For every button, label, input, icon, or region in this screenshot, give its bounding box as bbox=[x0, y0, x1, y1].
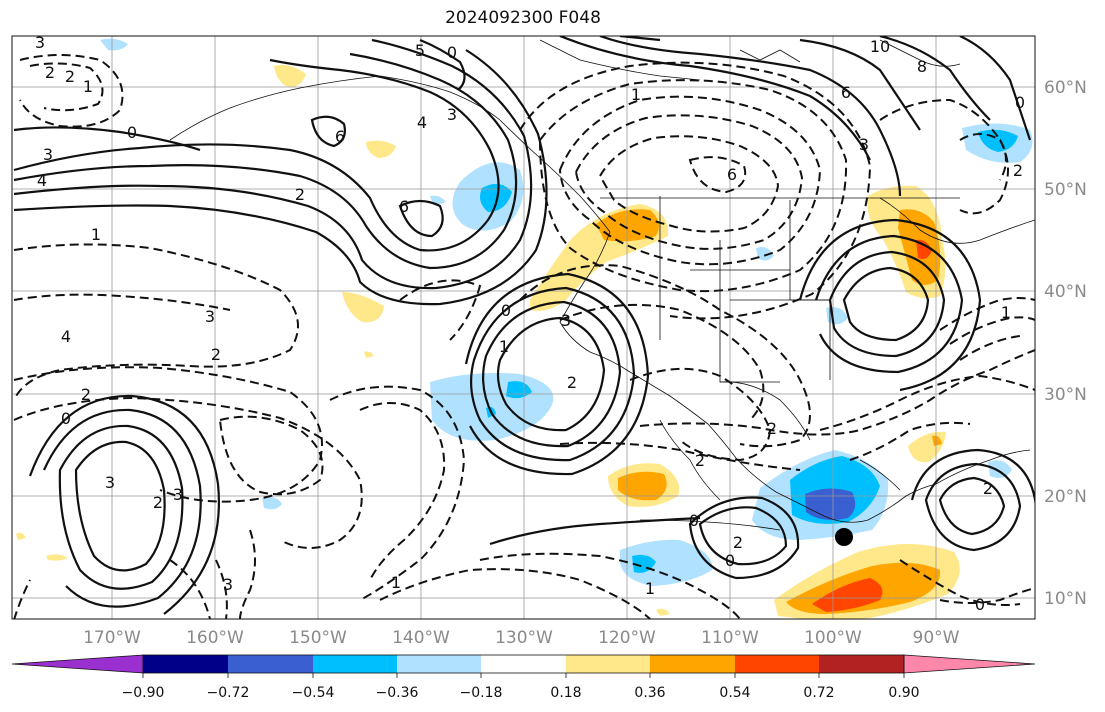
contour-label: 0 bbox=[61, 409, 71, 428]
contour-label: 0 bbox=[689, 511, 699, 530]
colorbar-bin bbox=[735, 655, 819, 673]
colorbar-extend-high bbox=[903, 654, 1036, 674]
contour-label: 1 bbox=[83, 77, 93, 96]
lon-label: 170°W bbox=[83, 628, 141, 648]
lon-label: 130°W bbox=[495, 628, 553, 648]
contour-label: 2 bbox=[983, 479, 993, 498]
colorbar-tick: 0.54 bbox=[719, 685, 750, 701]
lat-label: 20°N bbox=[1044, 487, 1087, 507]
contour-label: 1 bbox=[91, 225, 101, 244]
colorbar-tick: 0.90 bbox=[888, 685, 919, 701]
contour-label: 0 bbox=[725, 551, 735, 570]
contour-label: 3 bbox=[561, 311, 571, 330]
contour-label: 2 bbox=[45, 63, 55, 82]
contour-label: 3 bbox=[859, 135, 869, 154]
contour-label: 2 bbox=[295, 185, 305, 204]
dashed-contours bbox=[13, 54, 1035, 619]
contour-label: 2 bbox=[695, 451, 705, 470]
contour-label: 2 bbox=[211, 345, 221, 364]
lat-label: 60°N bbox=[1044, 78, 1087, 98]
contour-label: 1 bbox=[391, 573, 401, 592]
colorbar-bin bbox=[819, 655, 904, 673]
solid-contours bbox=[13, 36, 1035, 615]
contour-label: 2 bbox=[153, 493, 163, 512]
contour-label: 1 bbox=[645, 579, 655, 598]
lon-label: 90°W bbox=[913, 628, 960, 648]
lon-label: 160°W bbox=[186, 628, 244, 648]
contour-label: 10 bbox=[870, 37, 890, 56]
lon-label: 120°W bbox=[598, 628, 656, 648]
contour-label: 0 bbox=[127, 123, 137, 142]
contour-label: 4 bbox=[37, 171, 47, 190]
colorbar-tick: 0.18 bbox=[550, 685, 581, 701]
lon-label: 110°W bbox=[701, 628, 759, 648]
contour-label: 2 bbox=[767, 419, 777, 438]
contour-label: 3 bbox=[105, 473, 115, 492]
contour-label: 6 bbox=[841, 83, 851, 102]
contour-label: 1 bbox=[499, 337, 509, 356]
contour-label: 3 bbox=[35, 33, 45, 52]
map-title: 2024092300 F048 bbox=[445, 8, 601, 28]
contour-label: 5 bbox=[415, 41, 425, 60]
contour-label: 6 bbox=[727, 165, 737, 184]
contour-label: 1 bbox=[631, 85, 641, 104]
contour-label: 2 bbox=[81, 385, 91, 404]
colorbar-tick: −0.54 bbox=[292, 685, 335, 701]
contour-label: 0 bbox=[501, 301, 511, 320]
contour-label: 0 bbox=[975, 595, 985, 614]
colorbar-bin bbox=[397, 655, 481, 673]
contour-label: 4 bbox=[61, 327, 71, 346]
colorbar-tick: 0.36 bbox=[634, 685, 665, 701]
colorbar-bin bbox=[650, 655, 735, 673]
contour-label: 2 bbox=[567, 373, 577, 392]
contour-label: 2 bbox=[1013, 161, 1023, 180]
colorbar-tick: 0.72 bbox=[803, 685, 834, 701]
contour-label: 3 bbox=[223, 575, 233, 594]
colorbar-bin bbox=[566, 655, 650, 673]
colorbar-bin bbox=[313, 655, 397, 673]
colorbar-tick: −0.90 bbox=[122, 685, 165, 701]
contour-label: 2 bbox=[733, 533, 743, 552]
longitude-labels: 170°W 160°W 150°W 140°W 130°W 120°W 110°… bbox=[83, 628, 960, 648]
contour-label: 3 bbox=[173, 485, 183, 504]
colorbar-tick: −0.18 bbox=[460, 685, 503, 701]
contour-label: 3 bbox=[205, 307, 215, 326]
colorbar: −0.90 −0.72 −0.54 −0.36 −0.18 0.18 0.36 … bbox=[11, 654, 1036, 701]
coastlines bbox=[169, 39, 1035, 531]
colorbar-bin bbox=[228, 655, 313, 673]
lat-label: 30°N bbox=[1044, 385, 1087, 405]
plot-frame bbox=[11, 35, 1036, 620]
contour-label: 6 bbox=[335, 127, 345, 146]
lat-label: 50°N bbox=[1044, 180, 1087, 200]
contour-label: 4 bbox=[417, 113, 427, 132]
contour-label: 3 bbox=[447, 105, 457, 124]
colorbar-tick: −0.72 bbox=[207, 685, 250, 701]
contour-label: 8 bbox=[917, 57, 927, 76]
contour-label: 6 bbox=[399, 197, 409, 216]
colorbar-tick: −0.36 bbox=[376, 685, 419, 701]
colorbar-bin bbox=[481, 655, 566, 673]
contour-label: 2 bbox=[65, 67, 75, 86]
lon-label: 100°W bbox=[804, 628, 862, 648]
lon-label: 150°W bbox=[289, 628, 347, 648]
colorbar-extend-low bbox=[11, 654, 144, 674]
lon-label: 140°W bbox=[392, 628, 450, 648]
storm-center-marker bbox=[835, 528, 853, 546]
lat-label: 10°N bbox=[1044, 589, 1087, 609]
latitude-labels: 60°N 50°N 40°N 30°N 20°N 10°N bbox=[1044, 78, 1087, 609]
contour-label: 0 bbox=[1015, 93, 1025, 112]
lat-label: 40°N bbox=[1044, 282, 1087, 302]
contour-label: 0 bbox=[447, 43, 457, 62]
contour-label: 1 bbox=[1001, 303, 1011, 322]
contour-label: 3 bbox=[43, 145, 53, 164]
colorbar-bin bbox=[143, 655, 228, 673]
